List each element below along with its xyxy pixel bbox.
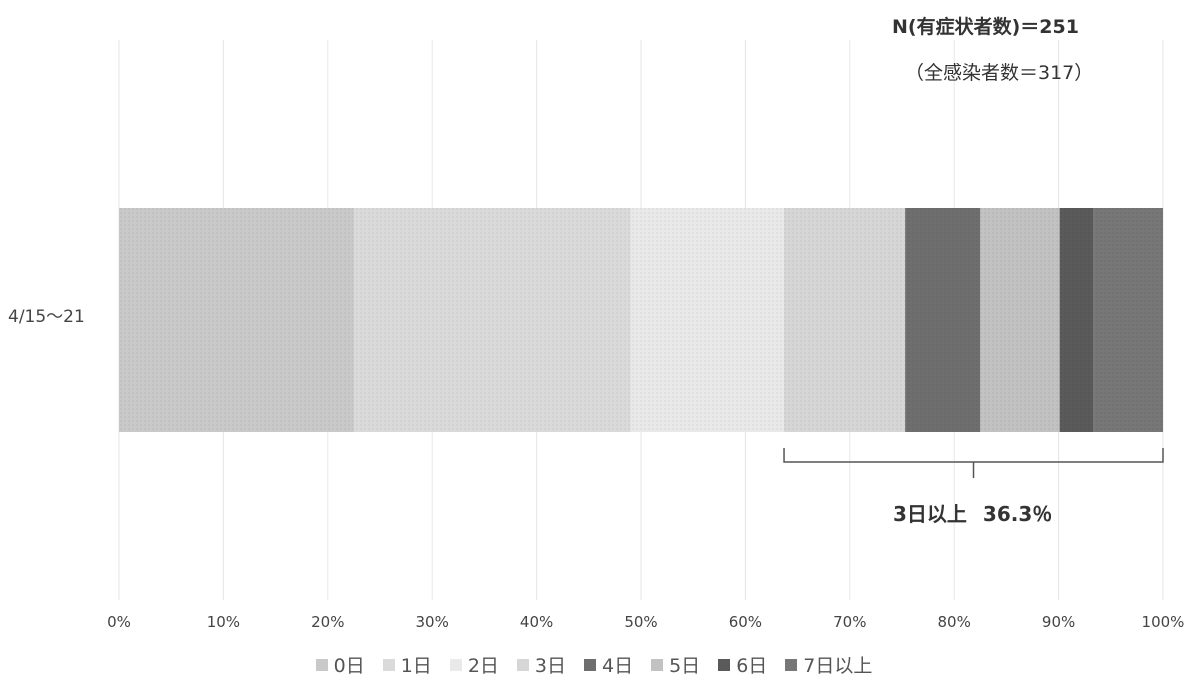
x-tick-label: 50% bbox=[624, 613, 658, 631]
legend-swatch bbox=[516, 658, 529, 671]
bar-segment-texture bbox=[630, 208, 785, 432]
bracket-percent: 36.3％ bbox=[982, 502, 1053, 526]
x-tick-label: 10% bbox=[206, 613, 241, 631]
legend-label: 0日 bbox=[333, 655, 365, 677]
x-tick-label: 70% bbox=[833, 613, 867, 631]
bar-segment-texture bbox=[353, 208, 631, 432]
bar-segment-texture bbox=[1093, 208, 1163, 432]
bracket-annotation: 3日以上 36.3％ bbox=[893, 498, 1052, 527]
bar-segments bbox=[119, 208, 1163, 432]
legend-label: 2日 bbox=[467, 655, 499, 677]
bar-segment-texture bbox=[119, 208, 354, 432]
legend-label: 4日 bbox=[602, 655, 634, 677]
bar-segment-texture bbox=[1059, 208, 1094, 432]
x-tick-label: 90% bbox=[1041, 613, 1076, 631]
legend-item: 7日以上 bbox=[785, 651, 872, 678]
legend-label: 1日 bbox=[400, 655, 432, 677]
total-infected-note: （全感染者数＝317） bbox=[905, 62, 1094, 84]
x-tick-label: 40% bbox=[519, 613, 554, 631]
bar-segment-texture bbox=[980, 208, 1060, 432]
legend-swatch bbox=[315, 658, 328, 671]
legend: 0日 1日 2日 3日 4日 5日 6日 7日以上 bbox=[0, 651, 1188, 678]
bracket-label: 3日以上 bbox=[893, 502, 967, 526]
legend-swatch bbox=[382, 658, 395, 671]
x-tick-label: 60% bbox=[728, 613, 763, 631]
legend-swatch bbox=[718, 658, 731, 671]
x-tick-label: 20% bbox=[311, 613, 345, 631]
bar-segment-texture bbox=[784, 208, 906, 432]
legend-label: 3日 bbox=[534, 655, 566, 677]
bracket-3days-or-more bbox=[783, 448, 1164, 478]
legend-item: 1日 bbox=[382, 651, 432, 678]
legend-swatch bbox=[584, 658, 596, 671]
legend-swatch bbox=[449, 658, 462, 671]
legend-item: 6日 bbox=[718, 651, 767, 678]
legend-swatch bbox=[785, 658, 798, 671]
x-tick-label: 80% bbox=[937, 613, 971, 631]
symptomatic-count-note: N(有症状者数)＝251 bbox=[892, 16, 1079, 38]
category-label: 4/15～21 bbox=[8, 307, 85, 327]
legend-item: 2日 bbox=[449, 651, 499, 678]
legend-label: 5日 bbox=[669, 655, 701, 677]
legend-item: 4日 bbox=[584, 651, 633, 678]
legend-item: 5日 bbox=[651, 651, 700, 678]
legend-label: 7日以上 bbox=[803, 655, 873, 677]
legend-item: 0日 bbox=[315, 651, 365, 678]
legend-item: 3日 bbox=[516, 651, 566, 678]
legend-swatch bbox=[651, 658, 664, 671]
legend-label: 6日 bbox=[736, 655, 768, 677]
bar-segment-texture bbox=[905, 208, 981, 432]
x-tick-label: 0% bbox=[107, 613, 131, 631]
x-tick-label: 30% bbox=[415, 613, 449, 631]
x-tick-label: 100% bbox=[1141, 613, 1185, 631]
